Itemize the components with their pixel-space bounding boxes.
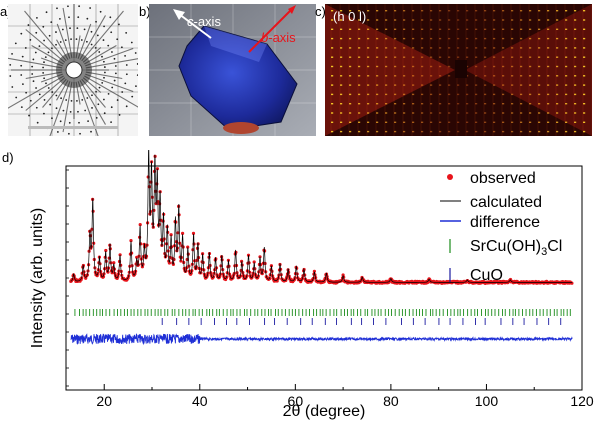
legend-observed: observed — [470, 170, 536, 187]
legend-observed-marker — [447, 174, 453, 180]
c-axis-label: c-axis — [187, 14, 221, 29]
reciprocal-space-map: (h 0 l) — [325, 4, 592, 136]
legend-difference: difference — [470, 214, 540, 231]
laue-pattern-svg — [8, 4, 138, 136]
laue-diffraction-image — [8, 4, 138, 136]
x-tick-label: 60 — [288, 393, 304, 409]
difference-curve — [70, 333, 573, 346]
b-axis-label: b-axis — [261, 30, 296, 45]
calculated-curve — [70, 150, 573, 283]
legend: observed calculated difference SrCu(OH)3… — [440, 170, 562, 284]
cuo-bragg-ticks — [161, 318, 562, 325]
x-axis-label: 2θ (degree) — [283, 403, 366, 420]
x-tick-label: 80 — [383, 393, 399, 409]
y-axis-label: Intensity (arb. units) — [29, 208, 46, 349]
legend-calculated: calculated — [470, 194, 542, 211]
legend-srcu: SrCu(OH)3Cl — [470, 238, 562, 258]
panel-a-label: a) — [0, 4, 12, 19]
reciprocal-map-svg: (h 0 l) — [325, 4, 592, 136]
x-tick-label: 120 — [570, 393, 594, 409]
panel-d-label: d) — [2, 150, 14, 165]
x-tick-label: 20 — [96, 393, 112, 409]
x-axis-ticks: 20 40 60 80 100 120 — [96, 384, 594, 409]
x-tick-label: 100 — [475, 393, 499, 409]
legend-cuo: CuO — [470, 267, 503, 284]
panel-b-label: b) — [139, 4, 151, 19]
crystal-svg: c-axis b-axis — [149, 4, 316, 136]
panel-c-label: c) — [315, 4, 326, 19]
xrd-chart: 20 40 60 80 100 120 Intensity (arb. units) 2θ… — [29, 150, 594, 420]
plane-label: (h 0 l) — [333, 9, 366, 24]
srcu-bragg-ticks — [74, 309, 571, 316]
crystal-photo: c-axis b-axis — [149, 4, 316, 136]
y-axis-ticks — [66, 169, 69, 387]
x-tick-label: 40 — [192, 393, 208, 409]
reciprocal-spots — [330, 4, 592, 136]
